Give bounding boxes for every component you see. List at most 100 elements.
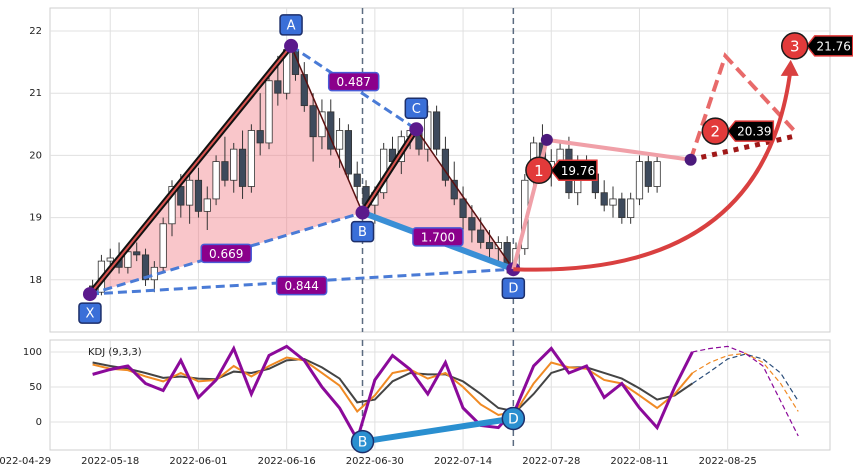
point-label: C [412, 102, 421, 117]
candle-body [238, 148, 247, 187]
target-value: 19.76 [561, 164, 595, 178]
kdj-line [692, 352, 799, 412]
target-label: 1 [534, 162, 544, 180]
candle-body [618, 198, 626, 218]
pivot-point [540, 133, 553, 146]
point-label: A [287, 18, 296, 33]
point-box [404, 97, 429, 120]
candle-body [459, 198, 467, 218]
candle-body [221, 161, 229, 181]
pattern-area [362, 129, 514, 270]
candle-body [600, 192, 608, 206]
projection-dotted [690, 133, 796, 163]
candle-body [159, 223, 167, 268]
point-label: X [86, 307, 95, 322]
candle-body [150, 266, 158, 281]
kdj-marker [350, 429, 375, 454]
x-tick-label: 2022-05-18 [81, 456, 139, 467]
x-tick-label: 2022-08-11 [610, 456, 668, 467]
target-label: 2 [711, 123, 721, 141]
ratio-box [200, 243, 252, 264]
pattern-leg [290, 45, 364, 213]
candle-body [309, 105, 317, 138]
candle-body [344, 130, 352, 175]
y-tick-label: 21 [29, 88, 42, 99]
candle-body [477, 229, 485, 243]
candle-body [256, 130, 264, 144]
kdj-marker-label: B [358, 435, 368, 451]
x-tick-label: 2022-07-28 [522, 456, 580, 467]
ratio-box [275, 275, 328, 296]
projection-arrowhead [780, 59, 799, 76]
y-tick-label: 22 [29, 26, 42, 37]
x-tick-label: 2022-06-16 [258, 456, 316, 467]
kdj-divergence [362, 415, 514, 445]
target-point [780, 32, 809, 60]
target-label: 3 [790, 37, 800, 55]
pattern-leg [361, 128, 418, 214]
pivot-point [684, 153, 697, 166]
point-box [78, 302, 102, 324]
candle-body [186, 179, 194, 206]
candle-body [133, 251, 141, 256]
y-tick-label: 50 [29, 382, 42, 393]
candle-body [653, 161, 661, 187]
target-value: 20.39 [737, 125, 771, 139]
target-value: 21.76 [817, 39, 851, 53]
y-tick-label: 20 [29, 150, 42, 161]
pattern-point [409, 122, 424, 137]
pattern-leg [89, 45, 292, 295]
candle-body [485, 242, 494, 250]
kdj-panel [49, 339, 831, 451]
kdj-line [692, 345, 799, 437]
x-tick-label: 2022-06-01 [169, 456, 227, 467]
candle-body [265, 80, 273, 144]
candle-body [203, 198, 211, 212]
y-tick-label: 100 [23, 347, 42, 358]
y-tick-label: 19 [29, 213, 42, 224]
target-tag [726, 120, 775, 142]
point-box [501, 277, 526, 299]
candle-body [168, 186, 176, 225]
pattern-leg [415, 128, 514, 270]
kdj-marker-label: D [508, 411, 519, 427]
ratio-box [327, 71, 380, 92]
ratio-label: 1.700 [421, 230, 455, 244]
x-tick-label: 2022-07-14 [434, 456, 492, 467]
candle-body [106, 257, 114, 262]
ratio-label: 0.669 [209, 247, 243, 261]
y-tick-label: 18 [29, 275, 42, 286]
kdj-marker [501, 406, 526, 431]
kdj-line [92, 356, 694, 417]
projection-dashed [688, 52, 797, 161]
ratio-label: 0.844 [284, 279, 318, 293]
x-tick-label: 2022-06-30 [346, 456, 404, 467]
kdj-title: KDJ (9,3,3) [88, 347, 142, 358]
point-label: B [358, 225, 367, 240]
candle-body [433, 111, 441, 150]
point-box [279, 14, 303, 36]
ratio-box [412, 227, 464, 247]
point-box [350, 220, 375, 243]
candle-body [468, 217, 476, 231]
point-label: D [508, 282, 518, 297]
candle-body [441, 148, 450, 181]
candle-body [335, 130, 344, 150]
candle-body [644, 161, 652, 187]
projection-curve [513, 67, 793, 272]
candle-body [627, 198, 635, 218]
candle-body [230, 148, 238, 181]
candle-body [141, 254, 150, 281]
target-point [525, 156, 553, 185]
pattern-point [284, 38, 299, 53]
y-tick-label: 0 [36, 417, 42, 428]
candle-body [247, 130, 255, 187]
marks: 2022-04-29 2022-05-18 2022-06-01 2022-06-16… [0, 8, 853, 467]
target-tag [549, 159, 598, 182]
kdj-line [92, 344, 694, 444]
candle-body [194, 179, 203, 212]
candle-body [609, 198, 617, 206]
pattern-point [82, 287, 97, 302]
